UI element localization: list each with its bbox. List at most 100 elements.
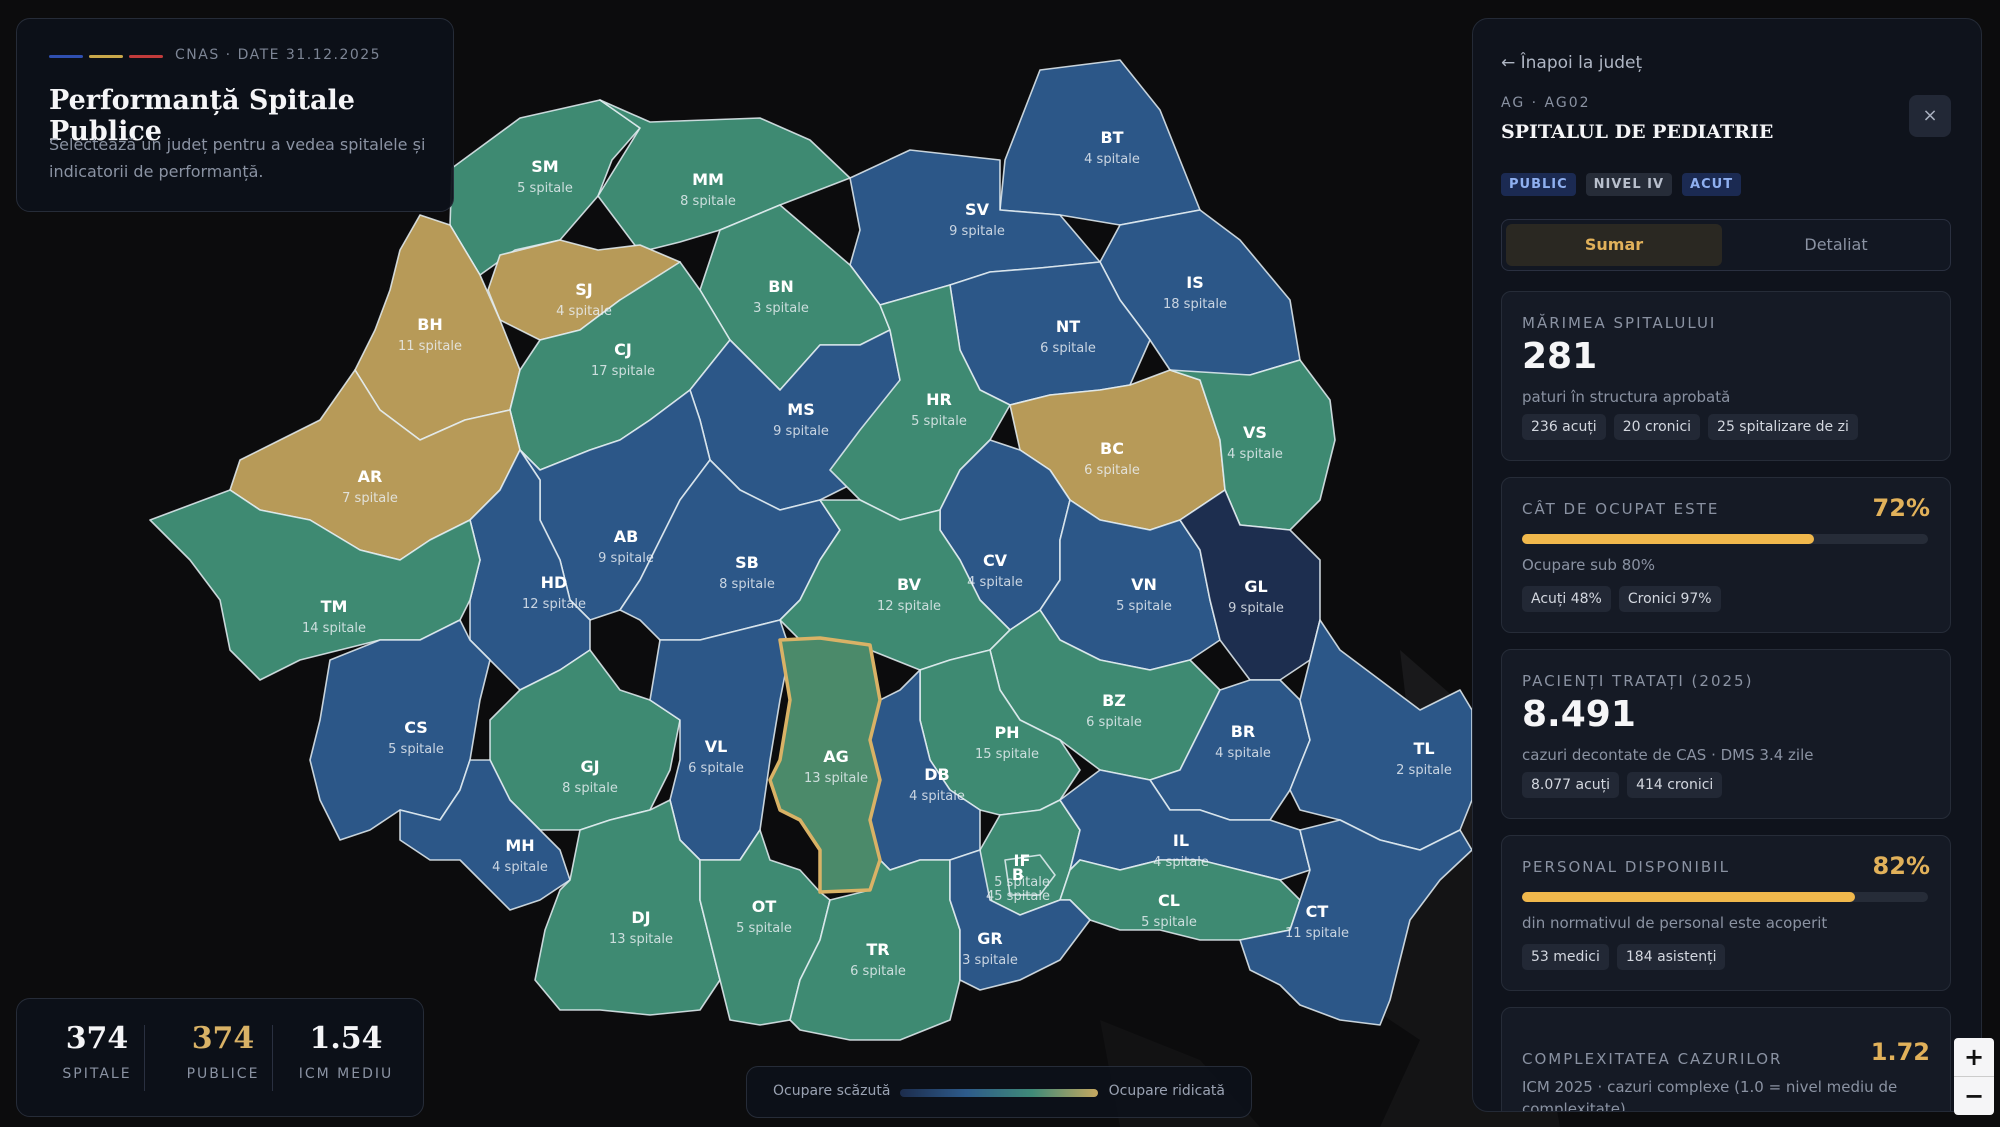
stat-divider: [144, 1025, 145, 1091]
county-hospital-count: 11 spitale: [398, 339, 462, 354]
county-gr[interactable]: [949, 849, 1091, 991]
county-code-label: PH: [994, 723, 1019, 742]
county-hospital-count: 12 spitale: [877, 599, 941, 614]
view-tabs: Sumar Detaliat: [1501, 219, 1951, 271]
county-code-label: CV: [983, 551, 1008, 570]
staff-bar-fill: [1522, 892, 1855, 902]
beds-chips: 236 acuți 20 cronici 25 spitalizare de z…: [1522, 414, 1858, 440]
card-complexity: COMPLEXITATEA CAZURILOR 1.72 ICM 2025 · …: [1501, 1007, 1951, 1111]
tab-summary[interactable]: Sumar: [1506, 224, 1722, 266]
county-hospital-count: 9 spitale: [949, 224, 1005, 239]
county-code-label: DJ: [631, 908, 650, 927]
county-tl[interactable]: [1289, 619, 1473, 851]
card-label: COMPLEXITATEA CAZURILOR: [1522, 1050, 1783, 1068]
county-code-label: SB: [735, 553, 759, 572]
county-hospital-count: 9 spitale: [773, 424, 829, 439]
chip: 236 acuți: [1522, 414, 1606, 440]
title-card: CNAS · DATE 31.12.2025 Performanță Spita…: [16, 18, 454, 212]
county-hospital-count: 4 spitale: [1084, 152, 1140, 167]
staff-bar: [1522, 892, 1928, 902]
county-ct[interactable]: [1239, 819, 1473, 1026]
tag-acute: ACUT: [1682, 173, 1742, 196]
county-hospital-count: 6 spitale: [850, 964, 906, 979]
county-code-label: GJ: [580, 757, 599, 776]
county-hospital-count: 4 spitale: [492, 860, 548, 875]
card-label: MĂRIMEA SPITALULUI: [1522, 314, 1717, 332]
county-hospital-count: 4 spitale: [967, 575, 1023, 590]
county-code-label: SJ: [575, 280, 592, 299]
patients-chips: 8.077 acuți 414 cronici: [1522, 772, 1723, 798]
close-icon[interactable]: ×: [1909, 95, 1951, 137]
stat-value: 1.54: [309, 1021, 383, 1056]
county-tm[interactable]: [149, 489, 481, 681]
beds-value: 281: [1522, 336, 1598, 377]
tag-level: NIVEL IV: [1585, 173, 1673, 196]
beds-description: paturi în structura aprobată: [1522, 388, 1731, 406]
occupancy-description: Ocupare sub 80%: [1522, 556, 1656, 574]
county-code-label: MM: [692, 170, 724, 189]
chip: 8.077 acuți: [1522, 772, 1620, 798]
chip: 184 asistenți: [1616, 944, 1726, 970]
card-hospital-size: MĂRIMEA SPITALULUI 281 paturi în structu…: [1501, 291, 1951, 461]
county-hospital-count: 13 spitale: [609, 932, 673, 947]
county-hospital-count: 18 spitale: [1163, 297, 1227, 312]
stat-divider: [272, 1025, 273, 1091]
chip: 20 cronici: [1613, 414, 1701, 440]
page-title: Performanță Spitale Publice: [49, 85, 355, 147]
county-hospital-count: 5 spitale: [911, 414, 967, 429]
stat-public: 374 PUBLICE: [163, 1021, 283, 1082]
occupancy-chips: Acuți 48% Cronici 97%: [1522, 586, 1721, 612]
county-code-label: VS: [1243, 423, 1267, 442]
county-hospital-count: 17 spitale: [591, 364, 655, 379]
county-hospital-count: 5 spitale: [1116, 599, 1172, 614]
county-hospital-count: 6 spitale: [1086, 715, 1142, 730]
chip: 53 medici: [1522, 944, 1609, 970]
flag-line-blue: [49, 55, 83, 58]
county-code-label: SV: [965, 200, 990, 219]
county-code-label: TR: [866, 940, 889, 959]
zoom-in-button[interactable]: +: [1954, 1038, 1994, 1077]
county-code-label: CJ: [614, 340, 632, 359]
county-hospital-count: 2 spitale: [1396, 763, 1452, 778]
county-code-label: MS: [787, 400, 814, 419]
county-ag[interactable]: [768, 636, 882, 894]
stat-icm: 1.54 ICM MEDIU: [287, 1021, 405, 1082]
county-code-label: VN: [1131, 575, 1157, 594]
county-code-label: B: [1012, 865, 1024, 884]
tab-detailed[interactable]: Detaliat: [1804, 235, 1868, 254]
zoom-out-button[interactable]: −: [1954, 1077, 1994, 1115]
chip: 414 cronici: [1627, 772, 1723, 798]
occupancy-legend: Ocupare scăzută Ocupare ridicată: [746, 1066, 1252, 1118]
data-source: CNAS · DATE 31.12.2025: [175, 47, 382, 63]
staff-description: din normativul de personal este acoperit: [1522, 914, 1828, 932]
county-code-label: OT: [752, 897, 777, 916]
county-hospital-count: 15 spitale: [975, 747, 1039, 762]
county-code-label: BZ: [1102, 691, 1126, 710]
legend-gradient: [900, 1089, 1098, 1097]
staff-percent: 82%: [1872, 852, 1930, 880]
county-hospital-count: 9 spitale: [1228, 601, 1284, 616]
occupancy-bar-fill: [1522, 534, 1815, 544]
county-code-label: MH: [505, 836, 534, 855]
county-dj[interactable]: [534, 799, 721, 1016]
county-mh[interactable]: [399, 759, 571, 911]
back-to-county-link[interactable]: ← Înapoi la județ: [1501, 53, 1643, 73]
county-code-label: BR: [1231, 722, 1256, 741]
county-vs[interactable]: [1169, 359, 1336, 531]
stat-hospitals: 374 SPITALE: [37, 1021, 157, 1082]
county-code-label: CS: [404, 718, 428, 737]
hospital-code: AG · AG02: [1501, 95, 1591, 111]
county-hospital-count: 5 spitale: [388, 742, 444, 757]
county-code-label: GL: [1244, 577, 1267, 596]
county-hospital-count: 5 spitale: [517, 181, 573, 196]
county-hd[interactable]: [469, 449, 591, 691]
county-code-label: AG: [823, 747, 849, 766]
county-b[interactable]: [1004, 854, 1056, 896]
county-code-label: BN: [768, 277, 794, 296]
occupancy-percent: 72%: [1872, 494, 1930, 522]
county-code-label: HD: [541, 573, 568, 592]
county-hospital-count: 5 spitale: [1141, 915, 1197, 930]
page-subtitle: Selectează un județ pentru a vedea spita…: [49, 135, 426, 181]
flag-line-red: [129, 55, 163, 58]
